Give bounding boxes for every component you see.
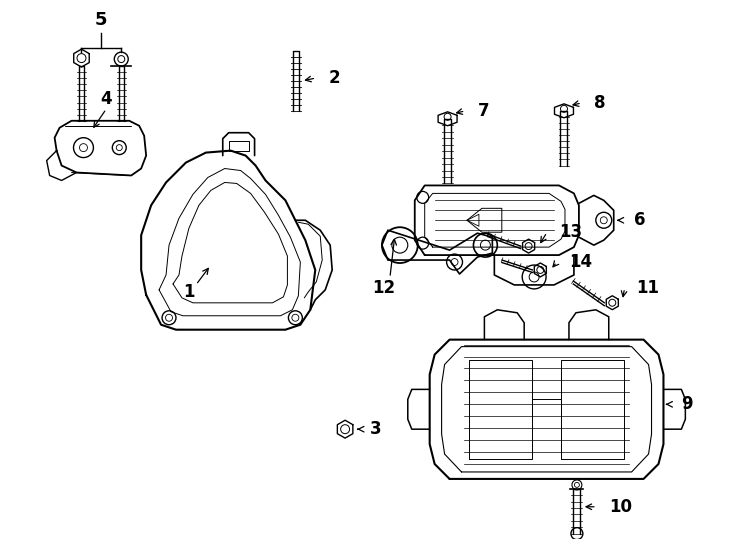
Text: 13: 13: [559, 223, 582, 241]
Text: 7: 7: [477, 102, 489, 120]
Text: 2: 2: [328, 69, 340, 87]
Text: 5: 5: [95, 11, 108, 29]
Text: 1: 1: [184, 283, 195, 301]
Text: 11: 11: [636, 279, 660, 297]
Text: 6: 6: [633, 211, 645, 230]
Text: 3: 3: [370, 420, 382, 438]
Text: 9: 9: [681, 395, 693, 413]
Text: 4: 4: [101, 90, 112, 108]
Text: 14: 14: [569, 253, 592, 271]
Text: 8: 8: [594, 94, 606, 112]
Text: 12: 12: [372, 279, 396, 297]
Text: 10: 10: [608, 498, 632, 516]
